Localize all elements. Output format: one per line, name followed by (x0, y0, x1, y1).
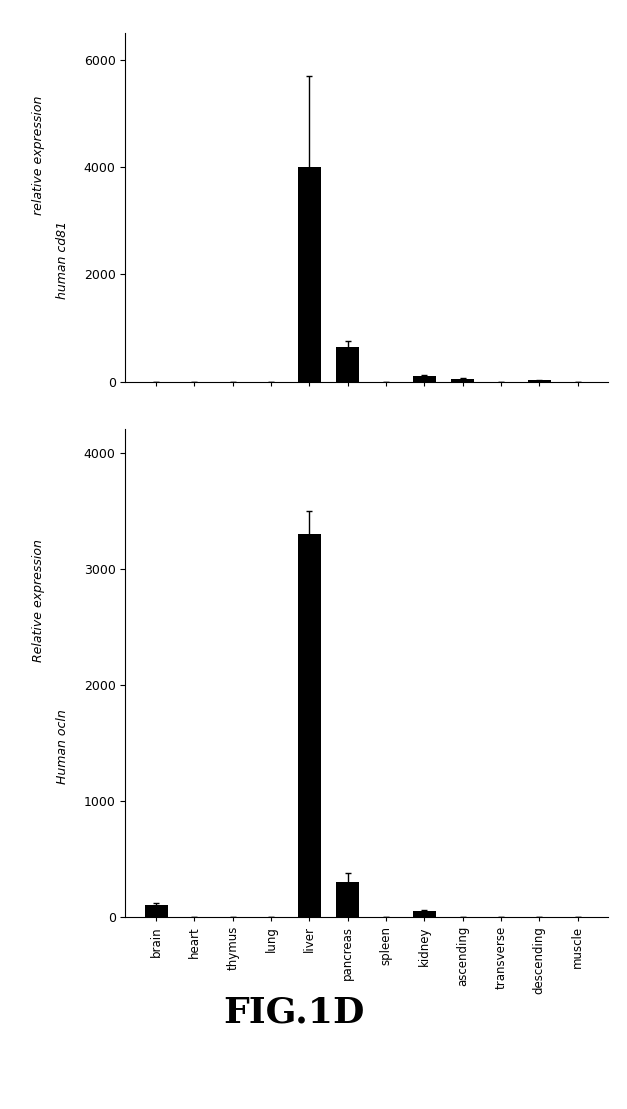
Bar (145, 905, 167, 917)
Text: Human ocln: Human ocln (56, 709, 69, 784)
Bar (451, 379, 474, 381)
Text: FIG.1D: FIG.1D (224, 996, 365, 1029)
Bar (298, 167, 321, 381)
Bar (298, 533, 321, 917)
Bar (413, 912, 436, 917)
Text: Relative expression: Relative expression (32, 539, 45, 662)
Bar (336, 882, 359, 917)
Text: relative expression: relative expression (32, 95, 45, 215)
Bar (413, 376, 436, 381)
Text: human cd81: human cd81 (56, 221, 69, 298)
Bar (336, 347, 359, 381)
